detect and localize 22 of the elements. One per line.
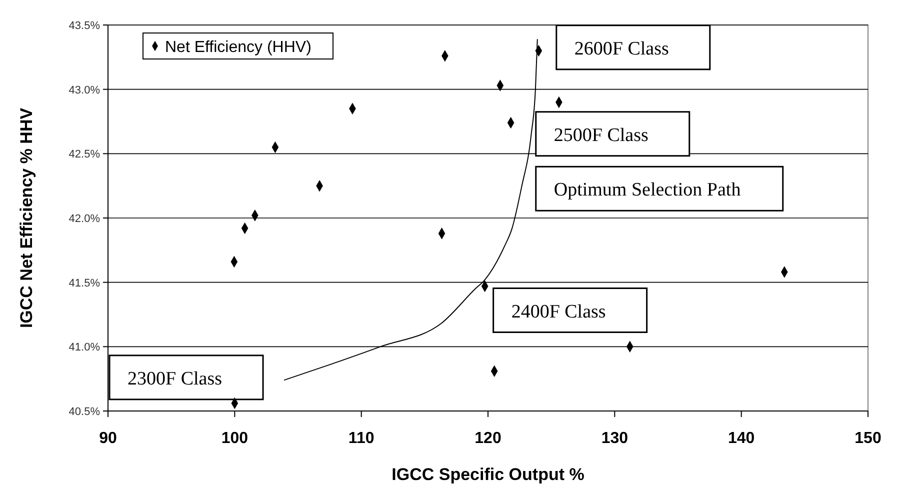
y-tick-label: 41.0% bbox=[68, 342, 100, 354]
x-tick-label: 100 bbox=[221, 430, 248, 447]
x-tick-label: 150 bbox=[854, 430, 882, 447]
annotation: 2300F Class bbox=[128, 368, 222, 390]
y-axis-title: IGCC Net Efficiency % HHV bbox=[17, 107, 36, 328]
y-tick-label: 40.5% bbox=[68, 406, 100, 418]
x-tick-label: 120 bbox=[474, 430, 502, 447]
y-tick-label: 42.0% bbox=[68, 213, 100, 225]
annotation: 2400F Class bbox=[511, 301, 606, 322]
x-axis-title: IGCC Specific Output % bbox=[392, 465, 584, 484]
annotation: 2600F Class bbox=[574, 38, 669, 60]
y-tick-label: 43.0% bbox=[68, 84, 100, 96]
annotation: Optimum Selection Path bbox=[554, 180, 742, 201]
annotation: 2500F Class bbox=[554, 124, 648, 146]
x-tick-label: 140 bbox=[728, 430, 755, 447]
x-tick-label: 110 bbox=[348, 430, 374, 447]
x-tick-label: 90 bbox=[99, 430, 117, 447]
y-tick-label: 41.5% bbox=[68, 277, 100, 290]
legend-label: Net Efficiency (HHV) bbox=[165, 39, 312, 56]
x-tick-label: 130 bbox=[601, 430, 628, 447]
y-tick-label: 43.5% bbox=[68, 20, 100, 32]
y-tick-label: 42.5% bbox=[68, 148, 100, 161]
